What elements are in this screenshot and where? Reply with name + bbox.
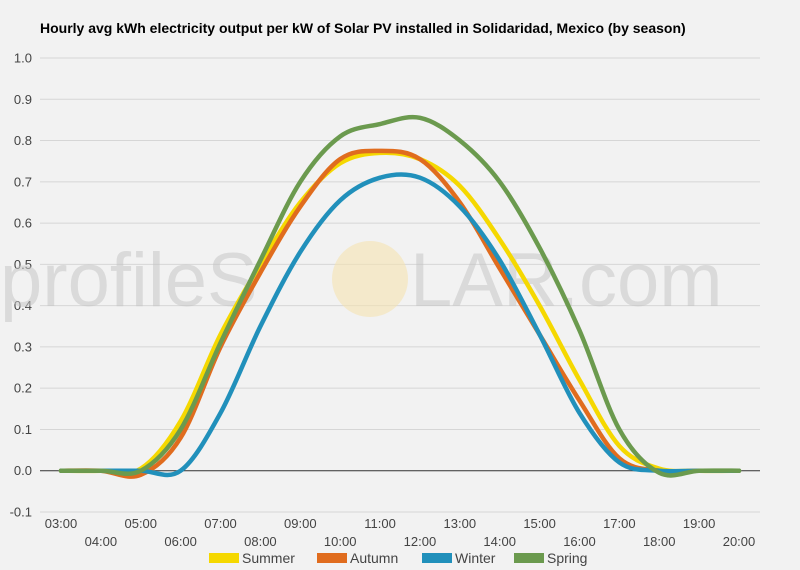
x-tick-label: 06:00 [164, 534, 197, 549]
x-tick-label: 05:00 [124, 516, 157, 531]
y-tick-label: 0.5 [14, 257, 32, 272]
watermark: profileS LAR.com [0, 238, 723, 323]
y-tick-label: 0.7 [14, 174, 32, 189]
y-tick-label: 0.9 [14, 92, 32, 107]
y-axis-ticks: -0.1 0.0 0.1 0.2 0.3 0.4 0.5 0.6 0.7 0.8 0.9 1.0 [10, 51, 32, 520]
legend-label-summer: Summer [242, 550, 295, 566]
x-tick-label: 15:00 [523, 516, 556, 531]
legend-label-winter: Winter [455, 550, 496, 566]
x-tick-label: 03:00 [45, 516, 78, 531]
legend-swatch-autumn [317, 553, 347, 563]
y-tick-label: 0.4 [14, 298, 32, 313]
y-tick-label: 0.2 [14, 381, 32, 396]
x-tick-label: 13:00 [444, 516, 477, 531]
y-tick-label: 0.8 [14, 133, 32, 148]
y-tick-label: 0.0 [14, 463, 32, 478]
legend-label-autumn: Autumn [350, 550, 398, 566]
chart-title: Hourly avg kWh electricity output per kW… [40, 20, 686, 36]
legend-label-spring: Spring [547, 550, 587, 566]
x-tick-label: 19:00 [683, 516, 716, 531]
y-tick-label: 0.1 [14, 422, 32, 437]
x-tick-label: 12:00 [404, 534, 437, 549]
x-axis-ticks: 03:00 04:00 05:00 06:00 07:00 08:00 09:00 10:00… [45, 516, 756, 549]
legend: Summer Autumn Winter Spring [209, 550, 587, 566]
series-lines [58, 114, 742, 479]
x-tick-label: 14:00 [483, 534, 516, 549]
series-line-spring [58, 114, 742, 478]
y-tick-label: 0.3 [14, 339, 32, 354]
y-tick-label: -0.1 [10, 505, 32, 520]
x-tick-label: 20:00 [723, 534, 756, 549]
x-tick-label: 10:00 [324, 534, 357, 549]
x-tick-label: 07:00 [204, 516, 237, 531]
y-tick-label: 0.6 [14, 216, 32, 231]
x-tick-label: 09:00 [284, 516, 317, 531]
legend-swatch-spring [514, 553, 544, 563]
x-tick-label: 18:00 [643, 534, 676, 549]
series-line-winter [58, 172, 742, 478]
watermark-text-right: LAR.com [410, 238, 723, 323]
x-tick-label: 11:00 [364, 516, 396, 531]
legend-swatch-summer [209, 553, 239, 563]
x-tick-label: 04:00 [85, 534, 118, 549]
y-tick-label: 1.0 [14, 51, 32, 66]
grid [40, 57, 760, 513]
x-tick-label: 16:00 [563, 534, 596, 549]
x-tick-label: 08:00 [244, 534, 277, 549]
watermark-sun-logo [332, 241, 408, 317]
watermark-text-left: profileS [0, 238, 258, 323]
x-tick-label: 17:00 [603, 516, 636, 531]
legend-swatch-winter [422, 553, 452, 563]
series-line-autumn [58, 148, 742, 479]
